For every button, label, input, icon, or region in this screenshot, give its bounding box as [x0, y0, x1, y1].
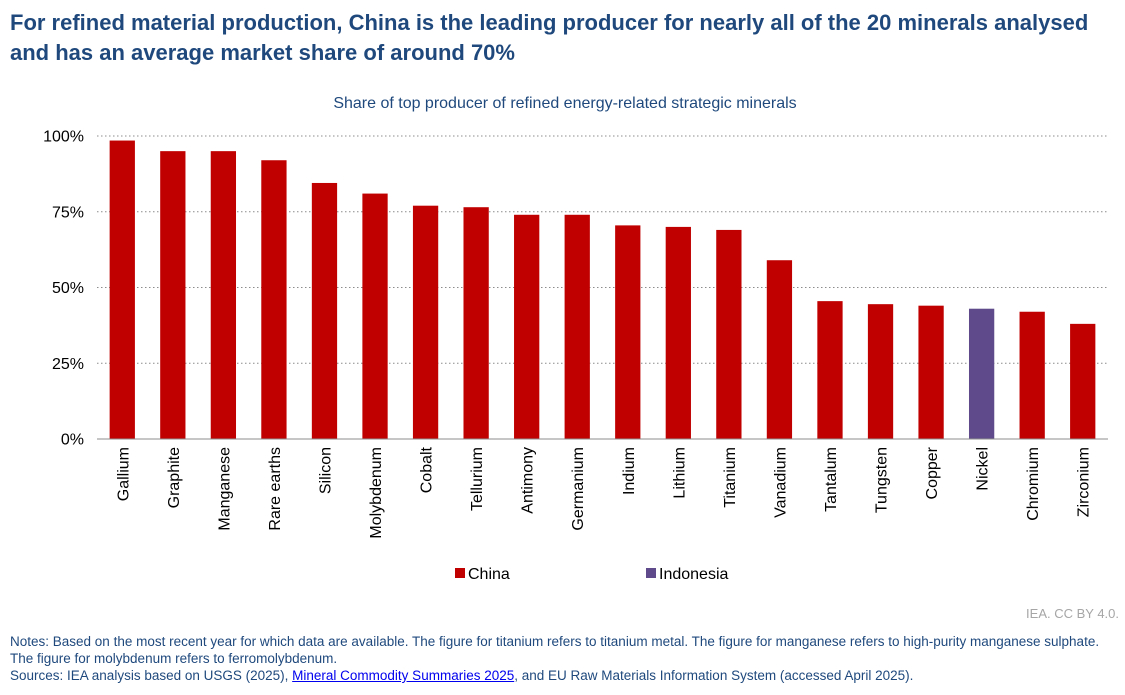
y-tick-label: 50%: [52, 280, 84, 297]
bar: [1070, 323, 1096, 439]
source-credit: IEA. CC BY 4.0.: [1026, 606, 1119, 621]
x-tick-label: Copper: [924, 446, 941, 499]
bar: [362, 193, 388, 439]
x-tick-label: Vanadium: [772, 447, 789, 518]
legend: China Indonesia: [455, 566, 728, 583]
legend-swatch: [455, 568, 465, 578]
bar: [867, 304, 894, 439]
x-tick-label: Cobalt: [419, 446, 436, 493]
x-tick-label: Gallium: [115, 447, 132, 501]
x-tick-label: Antimony: [520, 447, 537, 514]
legend-item: China: [455, 566, 510, 583]
bar: [412, 205, 439, 439]
bar: [109, 140, 135, 440]
x-axis: Gallium Graphite Manganese Rare earths Silic…: [97, 438, 1108, 539]
bars: [109, 140, 1096, 440]
x-tick-label: Graphite: [166, 447, 183, 508]
bar: [968, 308, 995, 439]
legend-item: Indonesia: [646, 566, 728, 583]
legend-swatch: [646, 568, 656, 578]
bar: [261, 160, 287, 440]
sources-suffix: , and EU Raw Materials Information Syste…: [514, 668, 914, 683]
x-tick-label: Nickel: [975, 447, 992, 491]
gridlines: [97, 135, 1108, 364]
bar: [716, 229, 742, 439]
bar: [918, 305, 944, 439]
x-tick-label: Molybdenum: [368, 447, 385, 539]
x-tick-label: Titanium: [722, 447, 739, 508]
x-tick-label: Tantalum: [823, 447, 840, 512]
x-tick-label: Zirconium: [1076, 447, 1093, 517]
legend-label: China: [468, 566, 510, 583]
bar: [564, 214, 590, 439]
x-tick-label: Chromium: [1025, 447, 1042, 521]
y-tick-label: 0%: [61, 432, 84, 449]
bar-chart: Share of top producer of refined energy-…: [43, 95, 1108, 583]
bar: [817, 301, 843, 439]
sources-link[interactable]: Mineral Commodity Summaries 2025: [292, 668, 515, 683]
x-tick-label: Tellurium: [469, 447, 486, 511]
bar: [463, 207, 489, 439]
x-tick-label: Silicon: [317, 447, 334, 494]
bar: [665, 226, 691, 439]
bar: [615, 225, 641, 439]
sources-prefix: Sources: IEA analysis based on USGS (202…: [10, 668, 293, 683]
y-tick-label: 25%: [52, 356, 84, 373]
y-tick-label: 75%: [52, 204, 84, 221]
bar: [210, 151, 237, 439]
sources-text: Sources: IEA analysis based on USGS (202…: [10, 667, 1115, 684]
legend-label: Indonesia: [659, 566, 728, 583]
notes-text: Notes: Based on the most recent year for…: [10, 634, 1100, 666]
bar: [766, 260, 793, 439]
x-tick-label: Rare earths: [267, 447, 284, 531]
x-tick-label: Manganese: [216, 447, 233, 531]
bar: [514, 214, 540, 439]
y-tick-label: 100%: [43, 129, 84, 146]
bar: [1019, 311, 1045, 439]
x-tick-label: Lithium: [671, 447, 688, 499]
bar: [160, 151, 186, 439]
x-tick-label: Tungsten: [874, 447, 891, 513]
chart-title: Share of top producer of refined energy-…: [333, 95, 796, 112]
y-axis: 0% 25% 50% 75% 100%: [43, 129, 84, 449]
x-tick-label: Germanium: [570, 447, 587, 531]
x-tick-label: Indium: [621, 447, 638, 495]
notes-block: Notes: Based on the most recent year for…: [10, 633, 1115, 684]
page-title: For refined material production, China i…: [10, 10, 1089, 65]
bar: [311, 182, 338, 439]
